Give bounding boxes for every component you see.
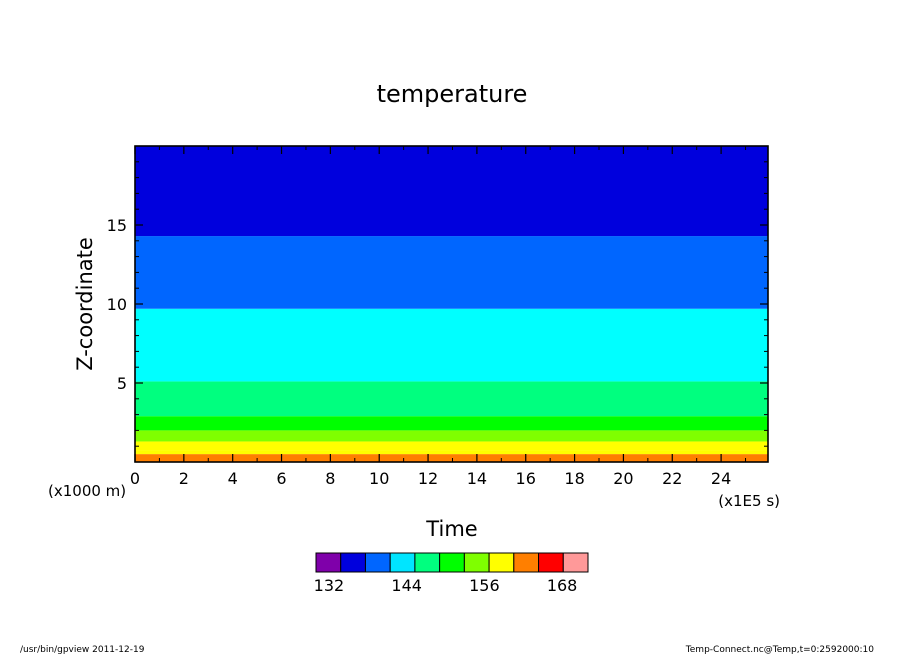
contour-band	[135, 441, 768, 451]
x-tick-label: 18	[564, 469, 584, 488]
colorbar: 132 144 156 168	[314, 552, 589, 595]
colorbar-cell	[315, 552, 342, 573]
x-tick-label: 10	[369, 469, 389, 488]
contour-band	[135, 416, 768, 431]
colorbar-label: 168	[547, 576, 578, 595]
contour-band	[135, 454, 768, 462]
y-unit-label: (x1000 m)	[48, 482, 126, 500]
contour-bands	[135, 146, 768, 462]
x-tick-label: 8	[325, 469, 335, 488]
contour-band	[135, 146, 768, 237]
y-axis-label: Z-coordinate	[73, 237, 97, 371]
contour-band	[135, 236, 768, 309]
colorbar-cell	[414, 552, 441, 573]
x-tick-label: 6	[276, 469, 286, 488]
footer-right: Temp-Connect.nc@Temp,t=0:2592000:10	[685, 645, 874, 654]
contour-band	[135, 430, 768, 442]
contour-band	[135, 450, 768, 455]
colorbar-cell	[463, 552, 490, 573]
contour-band	[135, 308, 768, 382]
colorbar-label: 144	[391, 576, 422, 595]
x-tick-label: 20	[613, 469, 633, 488]
colorbar-cell	[562, 552, 589, 573]
colorbar-cell	[513, 552, 540, 573]
x-unit-label: (x1E5 s)	[718, 492, 780, 510]
x-tick-label: 22	[662, 469, 682, 488]
colorbar-cell	[439, 552, 465, 573]
x-tick-label: 4	[228, 469, 238, 488]
colorbar-label: 156	[469, 576, 500, 595]
x-axis-label: Time	[425, 517, 477, 541]
contour-band	[135, 381, 768, 417]
x-tick-label: 14	[467, 469, 487, 488]
colorbar-label: 132	[314, 576, 345, 595]
y-axis-ticks: 5 10 15	[107, 161, 768, 447]
x-tick-label: 16	[516, 469, 536, 488]
colorbar-cell	[538, 552, 564, 573]
colorbar-cell	[340, 552, 366, 573]
x-tick-label: 24	[711, 469, 731, 488]
y-tick-label: 10	[107, 295, 127, 314]
x-axis-ticks: 0 2 4 6 8 10 12 14 16 18 20 22 24	[130, 146, 747, 488]
y-tick-label: 15	[107, 216, 127, 235]
colorbar-cell	[389, 552, 416, 573]
y-tick-label: 5	[117, 374, 127, 393]
footer-left: /usr/bin/gpview 2011-12-19	[20, 645, 145, 654]
chart-title: temperature	[377, 80, 528, 108]
colorbar-cell	[364, 552, 391, 573]
x-tick-label: 0	[130, 469, 140, 488]
x-tick-label: 12	[418, 469, 438, 488]
colorbar-cell	[488, 552, 515, 573]
x-tick-label: 2	[179, 469, 189, 488]
